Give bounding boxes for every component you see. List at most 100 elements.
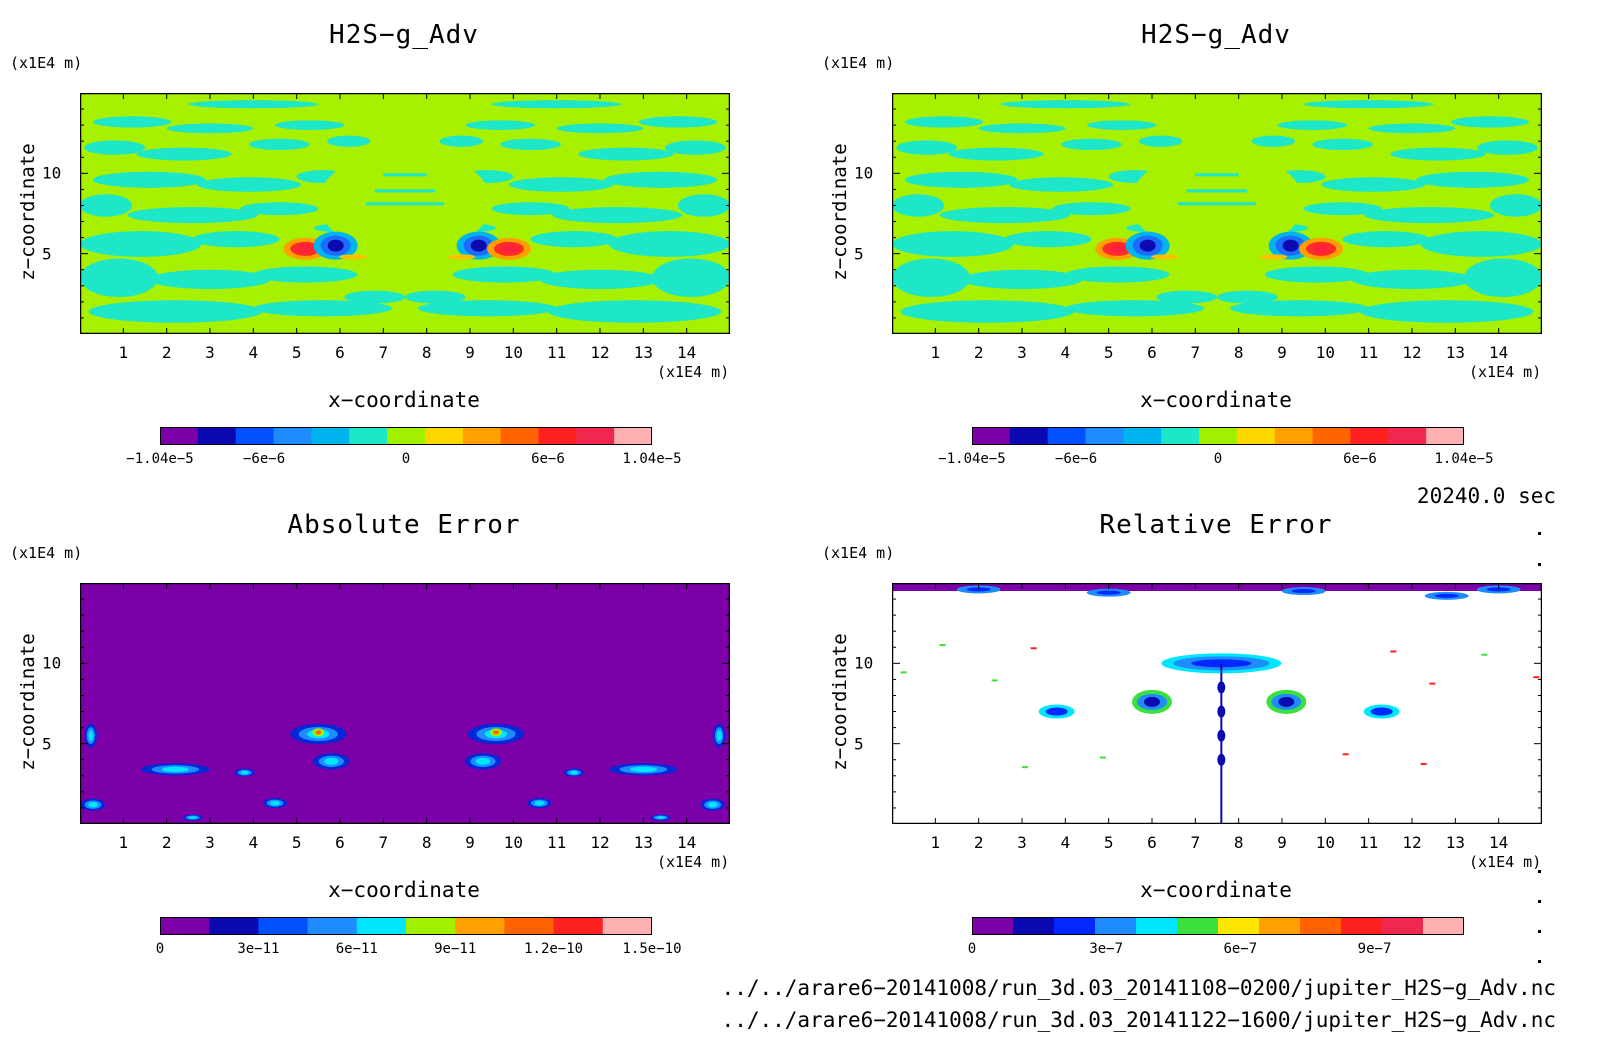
colorbar-swatch	[504, 917, 555, 935]
panel-title: H2S−g_Adv	[329, 20, 479, 50]
colorbar-swatch	[1054, 917, 1096, 935]
error-contour	[188, 816, 197, 819]
error-contour	[1217, 705, 1226, 718]
positive-streak	[1151, 254, 1179, 260]
colorbar	[972, 427, 1464, 445]
teal-contour	[1420, 231, 1542, 257]
teal-contour	[1052, 202, 1131, 216]
y-axis-label: z−coordinate	[17, 633, 39, 771]
x-tick-label: 9	[465, 343, 475, 362]
dot-marker	[1538, 930, 1541, 933]
teal-contour	[136, 147, 232, 161]
x-tick-label: 7	[1190, 343, 1201, 362]
x-tick-label: 5	[291, 833, 302, 852]
error-contour	[1191, 659, 1252, 668]
x-axis-label: x−coordinate	[1140, 878, 1292, 902]
teal-contour	[1277, 120, 1347, 130]
teal-contour	[491, 100, 622, 109]
colorbar-tick-label: 3e−7	[1089, 941, 1124, 957]
x-tick-label: 3	[1017, 343, 1027, 362]
x-tick-label: 4	[1060, 343, 1071, 362]
teal-contour	[80, 231, 202, 257]
error-contour	[716, 730, 722, 742]
error-contour	[1217, 681, 1226, 694]
teal-contour	[93, 171, 206, 188]
x-tick-label: 1	[930, 343, 941, 362]
negative-core	[1282, 239, 1299, 252]
error-contour	[1486, 587, 1511, 592]
colorbar-swatch	[424, 427, 464, 445]
colorbar-tick-label: 0	[967, 941, 977, 957]
panel-title: H2S−g_Adv	[1141, 20, 1291, 50]
x-tick-label: 1	[118, 833, 129, 852]
positive-core	[298, 244, 313, 253]
dot-marker	[1538, 532, 1541, 535]
positive-core	[1314, 244, 1328, 253]
x-tick-label: 13	[633, 833, 653, 852]
teal-contour	[1416, 171, 1529, 188]
colorbar-swatch	[235, 427, 275, 445]
y-tick-label: 5	[854, 244, 864, 264]
x-tick-label: 5	[1103, 833, 1114, 852]
error-speck	[939, 644, 946, 647]
error-speck	[1030, 647, 1037, 650]
error-contour	[88, 730, 94, 742]
x-tick-label: 2	[973, 343, 984, 362]
dot-marker	[1538, 960, 1541, 963]
plot-frame	[892, 583, 1542, 824]
x-tick-label: 5	[291, 343, 302, 362]
x-tick-label: 8	[421, 343, 432, 362]
teal-contour	[1186, 189, 1248, 193]
x-tick-label: 6	[1147, 343, 1157, 362]
teal-contour	[1009, 177, 1113, 192]
contour-background	[892, 583, 1542, 824]
colorbar-tick-label: 1.04e−5	[1434, 451, 1494, 467]
x-tick-label: 7	[378, 343, 389, 362]
x-unit-label: (x1E4 m)	[1469, 363, 1542, 381]
teal-contour	[978, 123, 1066, 134]
dot-marker	[1538, 900, 1541, 903]
colorbar	[160, 917, 652, 935]
colorbar-swatch	[1161, 427, 1200, 445]
teal-contour	[80, 258, 158, 298]
teal-contour	[439, 135, 484, 147]
teal-contour	[253, 266, 358, 283]
teal-contour	[905, 116, 983, 128]
x-tick-label: 14	[1489, 833, 1509, 852]
error-speck	[1390, 650, 1397, 653]
error-contour	[324, 757, 339, 765]
y-axis-label: z−coordinate	[17, 143, 39, 281]
colorbar-swatch	[1382, 917, 1424, 935]
error-contour	[1045, 707, 1068, 716]
x-tick-label: 1	[118, 343, 129, 362]
colorbar-swatch	[602, 917, 652, 935]
error-speck	[1429, 682, 1436, 685]
colorbar-tick-label: 0	[401, 451, 411, 467]
contour-plot	[80, 583, 730, 824]
error-peak	[315, 730, 322, 735]
teal-contour	[1195, 173, 1239, 177]
plot-frame	[80, 93, 730, 334]
teal-contour	[1464, 258, 1542, 298]
y-tick-label: 5	[854, 734, 864, 754]
teal-contour	[678, 194, 730, 217]
teal-contour	[418, 300, 557, 317]
teal-contour	[896, 140, 957, 155]
panel-title: Relative Error	[1099, 510, 1333, 540]
x-tick-label: 9	[1277, 833, 1287, 852]
error-contour	[707, 802, 718, 808]
colorbar-swatch	[1426, 427, 1464, 445]
error-speck	[1420, 762, 1427, 765]
colorbar-swatch	[406, 917, 456, 935]
negative-core	[1139, 239, 1156, 252]
colorbar-swatch	[311, 427, 350, 445]
simulation-time: 20240.0 sec	[1416, 484, 1556, 508]
x-tick-label: 10	[1315, 343, 1335, 362]
x-tick-label: 8	[1233, 833, 1244, 852]
colorbar-swatch	[1341, 917, 1383, 935]
x-axis-label: x−coordinate	[1140, 388, 1292, 412]
error-contour	[1217, 729, 1226, 742]
y-tick-label: 10	[854, 163, 874, 183]
colorbar-tick-label: −1.04e−5	[938, 451, 1006, 467]
panel-bottom-left: Absolute Error (x1E4 m) z−coordinate (x1…	[0, 490, 790, 970]
